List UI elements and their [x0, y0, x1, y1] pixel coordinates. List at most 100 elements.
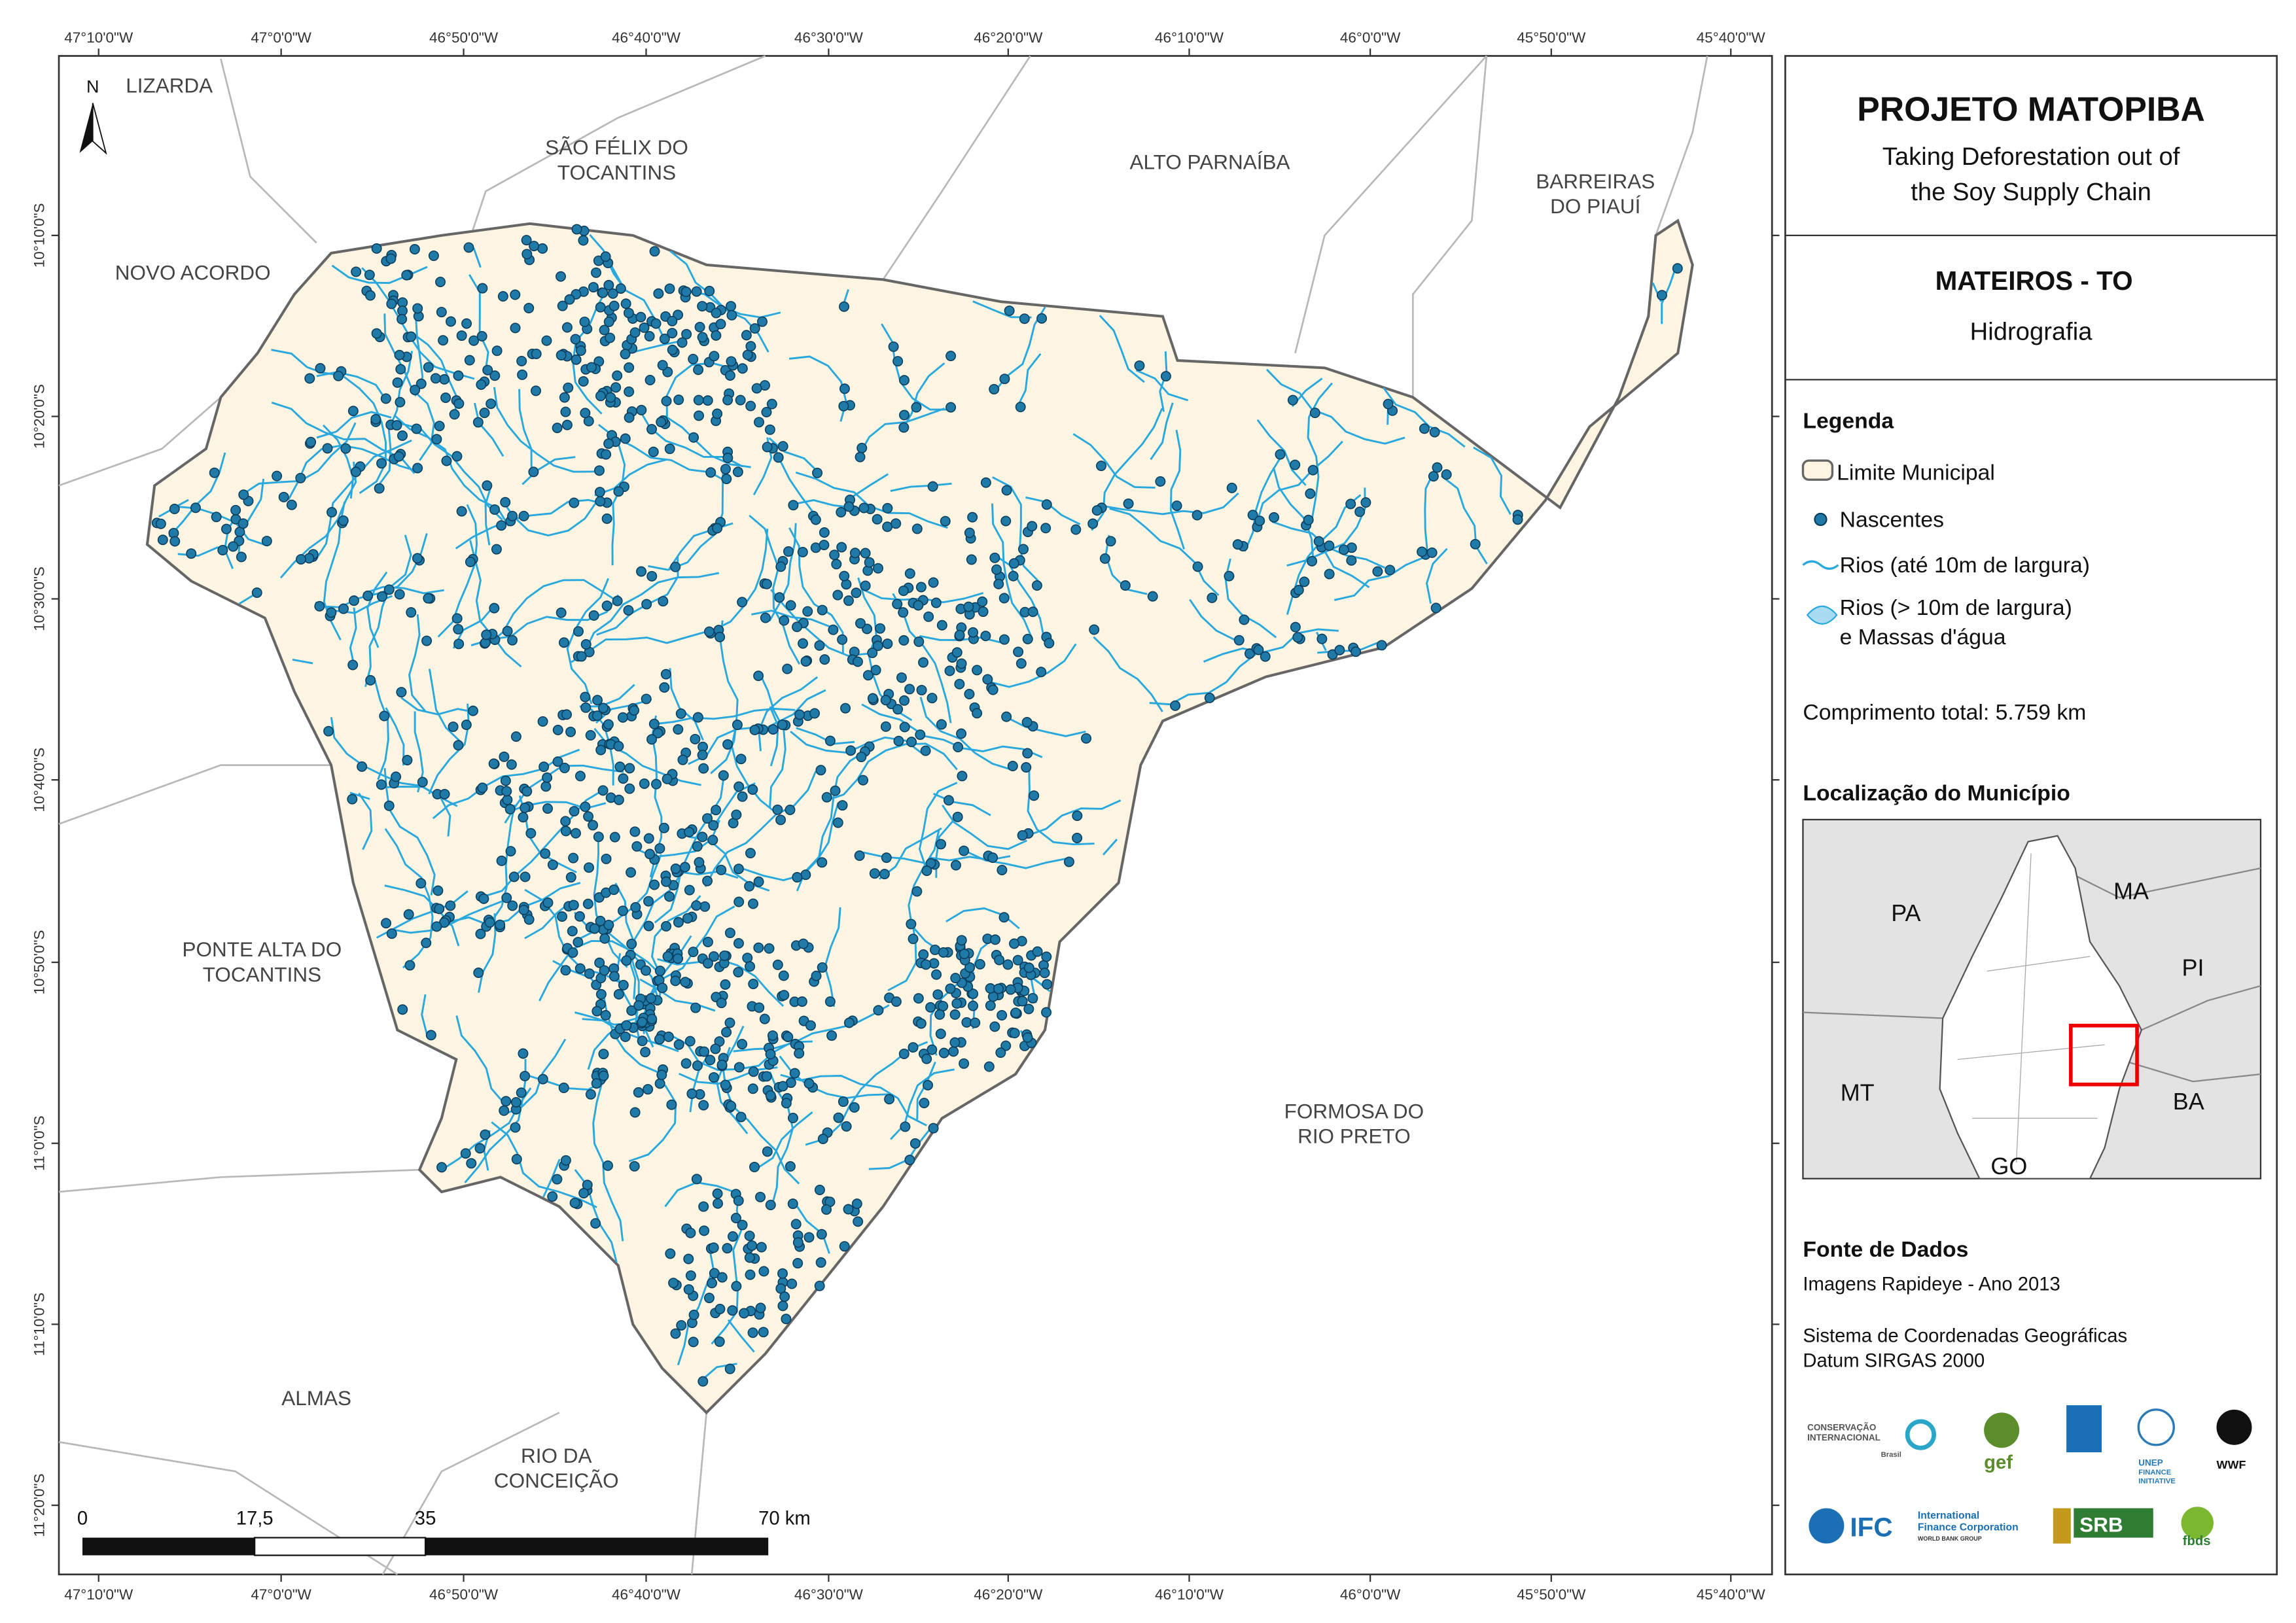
spring — [385, 253, 397, 264]
spring — [666, 1099, 677, 1110]
spring — [722, 394, 733, 406]
spring — [1041, 499, 1052, 510]
spring — [327, 507, 338, 517]
spring — [959, 949, 970, 960]
spring — [1081, 733, 1092, 744]
river — [611, 444, 626, 566]
spring — [872, 640, 883, 652]
spring — [578, 1187, 590, 1198]
spring — [697, 750, 708, 761]
spring — [694, 410, 704, 421]
inset-label: BA — [2173, 1088, 2204, 1115]
spring — [945, 402, 957, 413]
river — [704, 771, 817, 888]
spring — [698, 1376, 709, 1387]
spring — [849, 548, 860, 559]
spring — [829, 550, 840, 561]
spring — [949, 1037, 961, 1048]
spring — [374, 483, 385, 494]
lon-label: 47°0'0"W — [251, 1586, 311, 1603]
spring — [968, 988, 979, 1000]
spring — [745, 341, 756, 352]
spring — [869, 868, 880, 879]
spring — [817, 962, 828, 973]
spring — [1346, 555, 1357, 566]
spring — [496, 855, 507, 866]
spring — [737, 791, 748, 802]
spring — [380, 393, 391, 404]
spring — [693, 394, 704, 406]
spring — [814, 1280, 825, 1291]
logo-text: SRB — [2079, 1513, 2123, 1537]
spring — [956, 658, 967, 669]
spring — [1253, 644, 1264, 655]
river — [322, 372, 387, 495]
spring — [525, 828, 537, 839]
spring — [1293, 584, 1304, 595]
spring — [677, 754, 688, 765]
spring — [643, 920, 654, 932]
place-label: BARREIRAS — [1536, 169, 1655, 193]
spring — [523, 914, 535, 925]
logo-text: INTERNACIONAL — [1807, 1433, 1881, 1442]
river — [768, 437, 820, 474]
spring — [884, 1094, 895, 1105]
spring — [1022, 1032, 1033, 1043]
spring — [745, 961, 756, 972]
spring — [1303, 514, 1314, 525]
spring — [843, 501, 855, 512]
neighbor-boundaries — [58, 55, 1708, 1575]
spring — [404, 960, 415, 971]
spring — [676, 1319, 687, 1331]
spring — [794, 709, 805, 720]
spring — [558, 1082, 569, 1093]
spring — [434, 421, 445, 432]
spring — [295, 472, 306, 483]
spring — [1120, 580, 1131, 591]
spring — [705, 467, 716, 478]
spring — [456, 506, 467, 517]
spring — [699, 901, 711, 912]
spring — [773, 452, 784, 463]
spring — [465, 557, 476, 568]
spring — [648, 718, 660, 729]
spring — [1023, 962, 1034, 973]
spring — [1021, 762, 1032, 773]
spring — [376, 458, 387, 469]
spring — [943, 795, 954, 806]
spring — [1426, 547, 1438, 558]
spring — [670, 864, 681, 874]
spring — [951, 998, 963, 1009]
spring — [837, 800, 848, 811]
spring — [557, 911, 568, 922]
spring — [500, 775, 511, 786]
spring — [347, 794, 358, 805]
spring — [892, 599, 903, 610]
spring — [620, 1031, 631, 1042]
map-area — [58, 55, 1708, 1575]
spring — [445, 900, 456, 911]
river — [366, 571, 388, 648]
spring — [347, 659, 359, 671]
spring — [659, 334, 670, 345]
spring — [209, 467, 220, 478]
spring — [670, 1328, 681, 1339]
spring — [1002, 959, 1014, 970]
spring — [751, 383, 762, 394]
spring — [391, 420, 402, 431]
spring — [733, 1195, 744, 1206]
river — [469, 540, 522, 668]
spring — [504, 803, 516, 814]
spring — [772, 959, 783, 970]
spring — [588, 282, 599, 293]
spring — [575, 345, 586, 356]
spring — [991, 564, 1002, 575]
river — [1026, 799, 1122, 837]
spring — [440, 393, 451, 403]
spring — [747, 784, 758, 795]
logo-text: CONSERVAÇÃO — [1807, 1422, 1876, 1432]
spring — [686, 1088, 698, 1099]
spring — [1160, 371, 1171, 382]
spring — [732, 466, 743, 478]
spring — [737, 1039, 748, 1050]
